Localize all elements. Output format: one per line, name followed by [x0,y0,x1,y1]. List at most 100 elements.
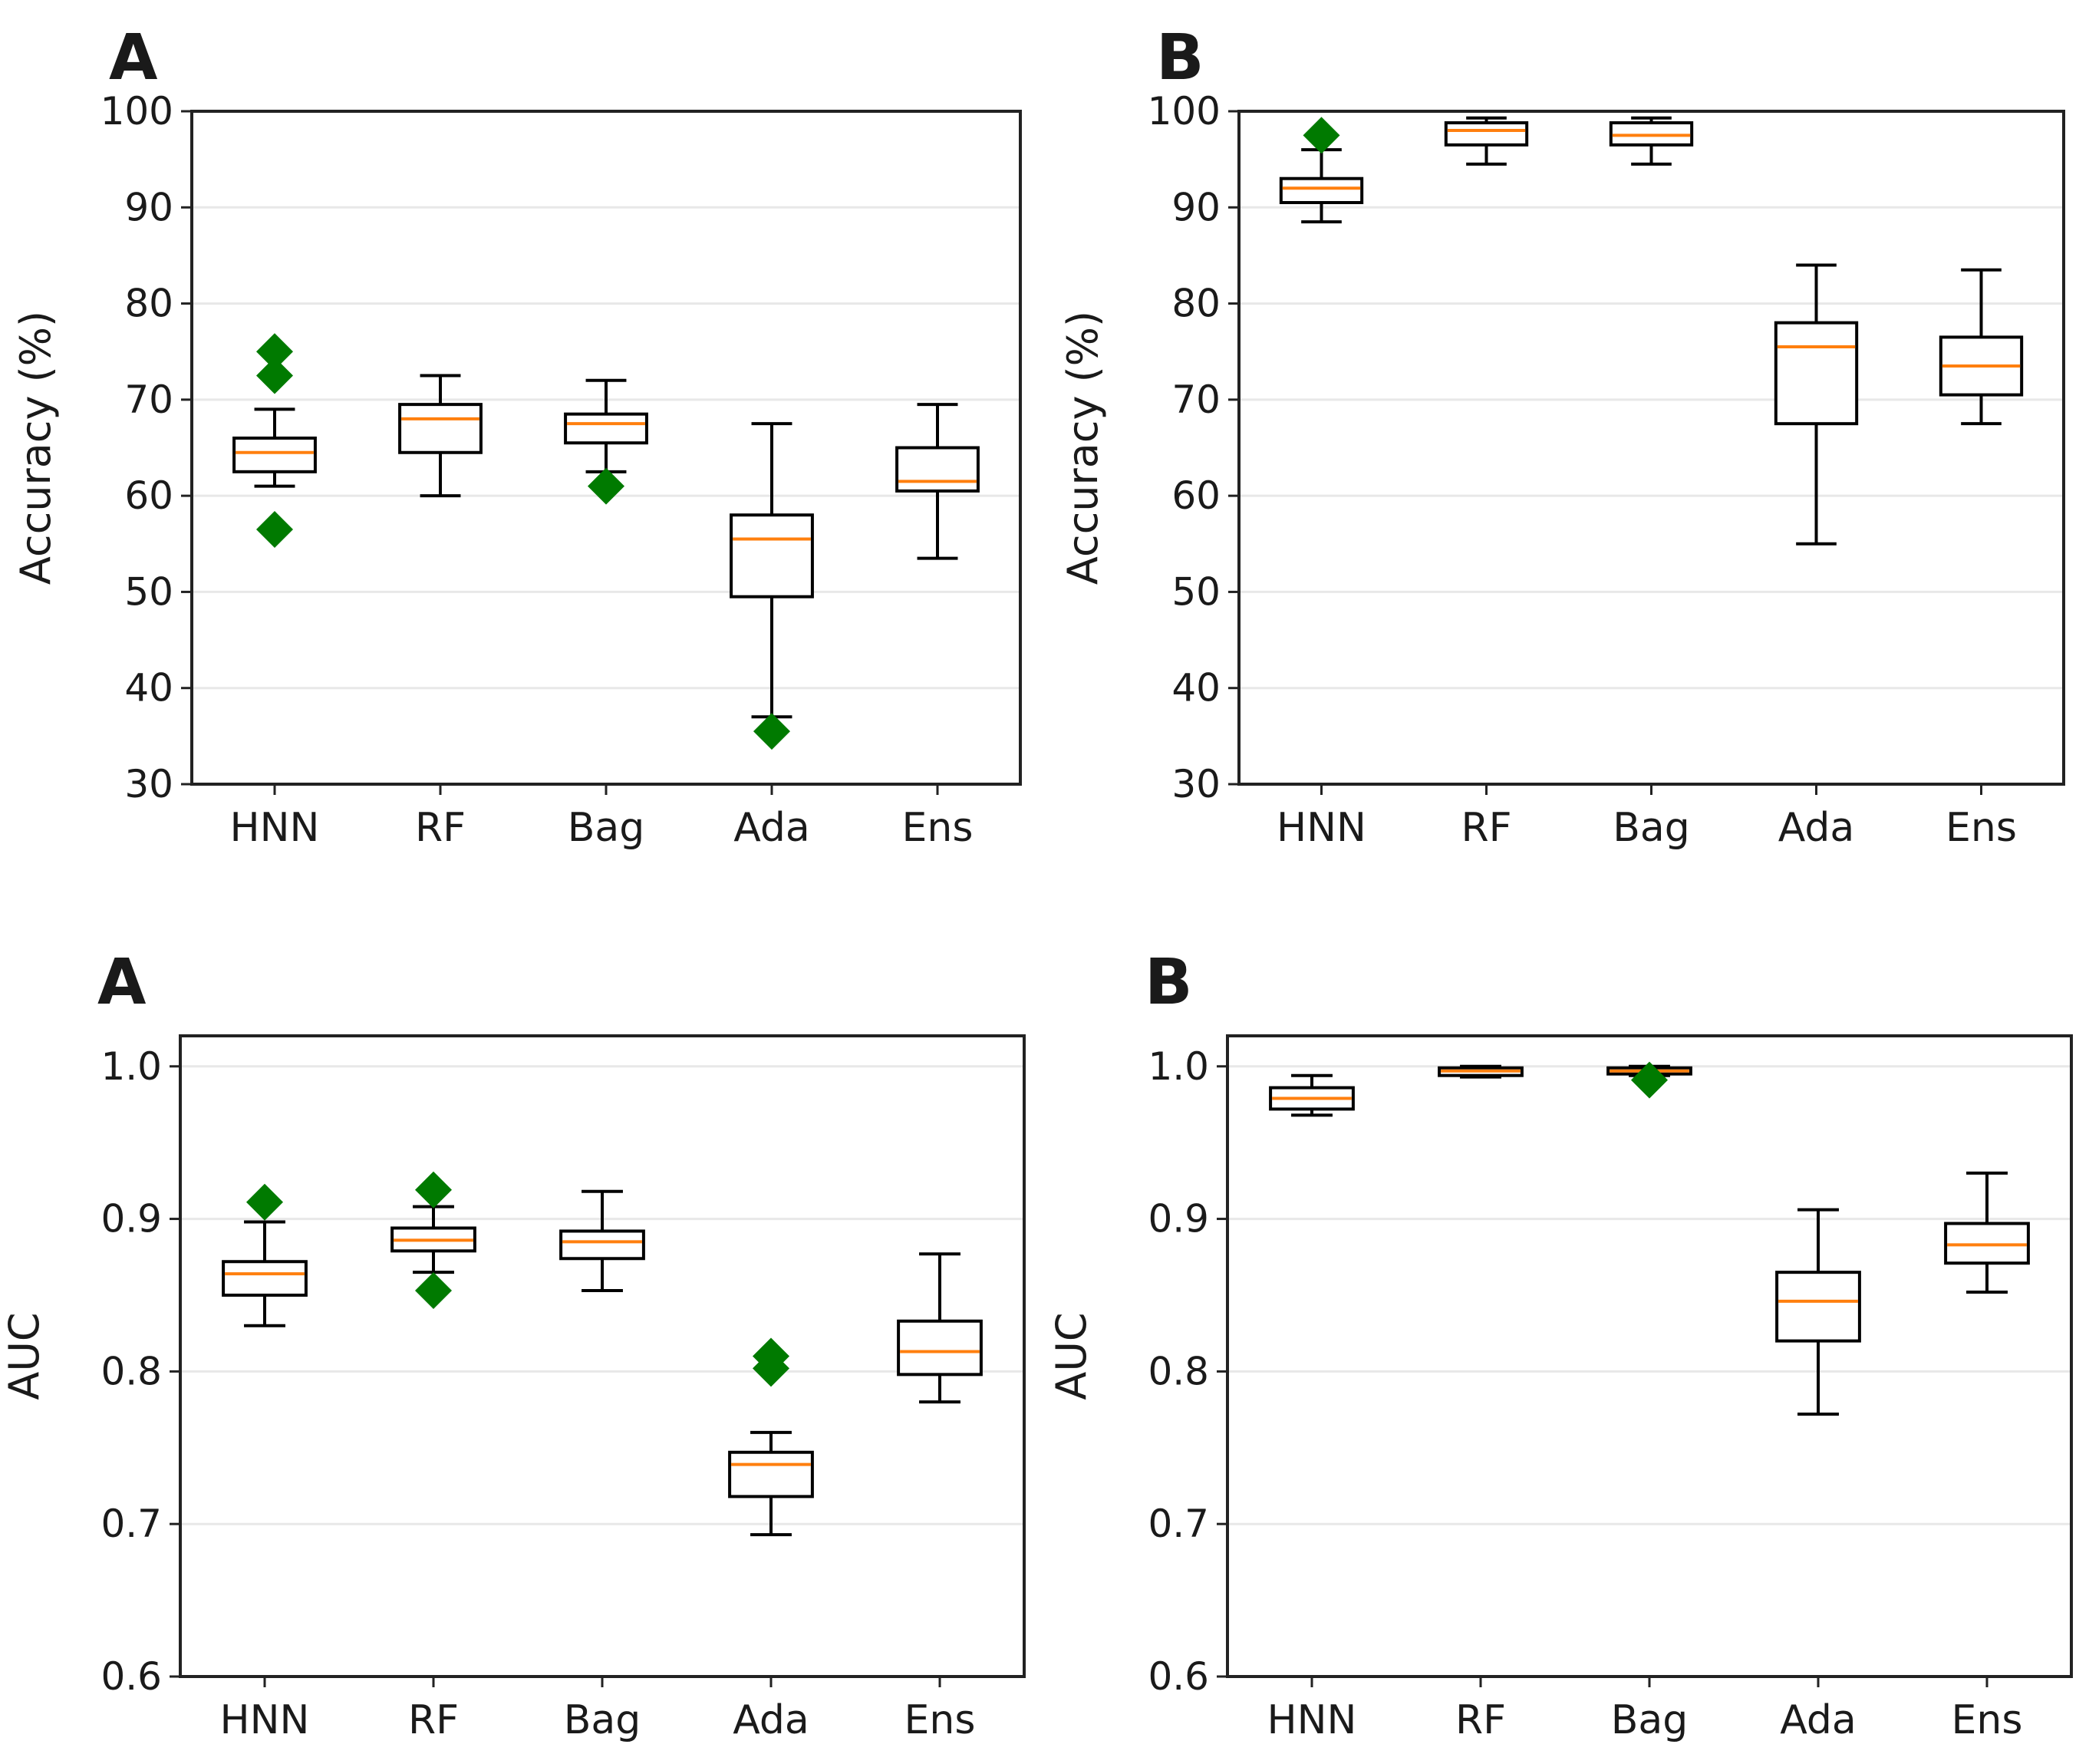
iqr-box [1774,321,1859,426]
x-tick-label: RF [415,805,466,851]
iqr-box [1279,176,1364,205]
box-hnn [1269,1073,1355,1117]
box-ada [1775,1208,1861,1416]
box-rf [398,374,483,498]
iqr-box [559,1229,645,1261]
box-ens [1939,268,2024,426]
chart-panel-bottom-left: 0.6 0.7 0.8 0.9 1.0 HNN RF Bag Ada Ens AUC A [0,946,1026,1743]
flier-point [415,1272,452,1310]
y-tick-label: 60 [1171,473,1221,518]
y-tick-label: 80 [124,282,173,326]
panel-letter: A [109,21,158,94]
box-bag [559,1189,645,1293]
iqr-box [897,1319,983,1377]
y-tick-label: 0.6 [100,1654,162,1699]
x-tick-label: Ens [1946,805,2017,851]
x-tick-label: Ens [904,1697,976,1743]
y-tick-label: 70 [1171,378,1221,422]
y-axis-label: AUC [1047,1312,1096,1400]
box-ens [897,1252,983,1404]
x-tick-label: Ada [733,1697,809,1743]
y-tick-label: 60 [124,473,173,518]
box-rf [1444,116,1529,166]
y-tick-label: 50 [1171,569,1221,614]
y-tick-label: 1.0 [1148,1044,1209,1089]
x-tick-label: RF [408,1697,459,1743]
x-tick-label: Ens [902,805,974,851]
flier-point [246,1183,283,1221]
x-tick-label: Bag [568,805,645,851]
panel-letter: B [1145,946,1193,1019]
chart-panel-top-right: 30 40 50 60 70 80 90 100 HNN RF Bag Ada Ens Accuracy … [1059,21,2065,851]
y-tick-label: 0.9 [1148,1197,1209,1241]
x-tick-label: Bag [1613,805,1690,851]
y-tick-label: 100 [1148,89,1221,134]
box-ens [895,403,980,560]
box-rf [1438,1064,1524,1079]
flier-point [1303,117,1340,154]
y-tick-label: 50 [124,569,173,614]
panel-letter: B [1156,21,1204,94]
x-tick-label: Ada [1780,1697,1857,1743]
flier-point [753,713,790,750]
iqr-box [1444,121,1529,147]
x-tick-label: RF [1455,1697,1506,1743]
y-tick-label: 100 [100,89,173,134]
y-tick-label: 70 [124,378,173,422]
x-tick-label: Bag [564,1697,641,1743]
plot-frame [1237,110,2065,786]
panel-letter: A [97,946,147,1019]
flier-point [256,333,293,371]
chart-panel-top-left: 30 40 50 60 70 80 90 100 HNN RF Bag Ada Ens Accuracy … [12,21,1022,851]
y-tick-label: 0.7 [1148,1502,1209,1546]
x-tick-label: HNN [1277,805,1366,851]
box-bag [1606,1061,1692,1099]
flier-point [1631,1061,1668,1099]
y-tick-label: 90 [124,185,173,229]
flier-point [415,1171,452,1208]
iqr-box [1775,1271,1861,1343]
iqr-box [728,1450,814,1499]
iqr-box [895,446,980,493]
box-hnn [1279,117,1364,224]
box-bag [1609,116,1694,166]
y-tick-label: 40 [1171,666,1221,711]
x-tick-label: Ens [1952,1697,2023,1743]
x-tick-label: Ada [1778,805,1855,851]
y-tick-label: 30 [124,762,173,806]
y-tick-label: 0.7 [100,1502,162,1546]
chart-panel-bottom-right: 0.6 0.7 0.8 0.9 1.0 HNN RF Bag Ada Ens AUC B [1047,946,2073,1743]
box-bag [564,378,648,505]
iqr-box [232,436,317,473]
x-tick-label: HNN [1267,1697,1357,1743]
box-ada [1774,263,1859,546]
y-axis-label: Accuracy (%) [12,311,60,585]
y-tick-label: 80 [1171,282,1221,326]
iqr-box [730,513,814,598]
y-tick-label: 0.6 [1148,1654,1209,1699]
y-tick-label: 30 [1171,762,1221,806]
x-tick-label: HNN [220,1697,310,1743]
y-tick-label: 0.8 [1148,1349,1209,1393]
x-tick-label: HNN [230,805,320,851]
flier-point [753,1350,789,1387]
box-rf [390,1171,476,1310]
x-tick-label: RF [1461,805,1511,851]
y-axis-label: AUC [0,1312,48,1400]
y-tick-label: 1.0 [100,1044,162,1089]
box-ada [728,1337,814,1537]
plot-frame [1226,1034,2073,1678]
x-tick-label: Ada [733,805,810,851]
y-tick-label: 0.8 [100,1349,162,1393]
y-tick-label: 40 [124,666,173,711]
box-ada [730,422,814,750]
iqr-box [222,1260,308,1297]
x-tick-label: Bag [1611,1697,1689,1743]
flier-point [256,510,293,548]
iqr-box [398,403,483,454]
box-hnn [232,333,317,548]
iqr-box [564,412,648,445]
y-tick-label: 0.9 [100,1197,162,1241]
box-ens [1944,1171,2030,1294]
y-tick-label: 90 [1171,185,1221,229]
